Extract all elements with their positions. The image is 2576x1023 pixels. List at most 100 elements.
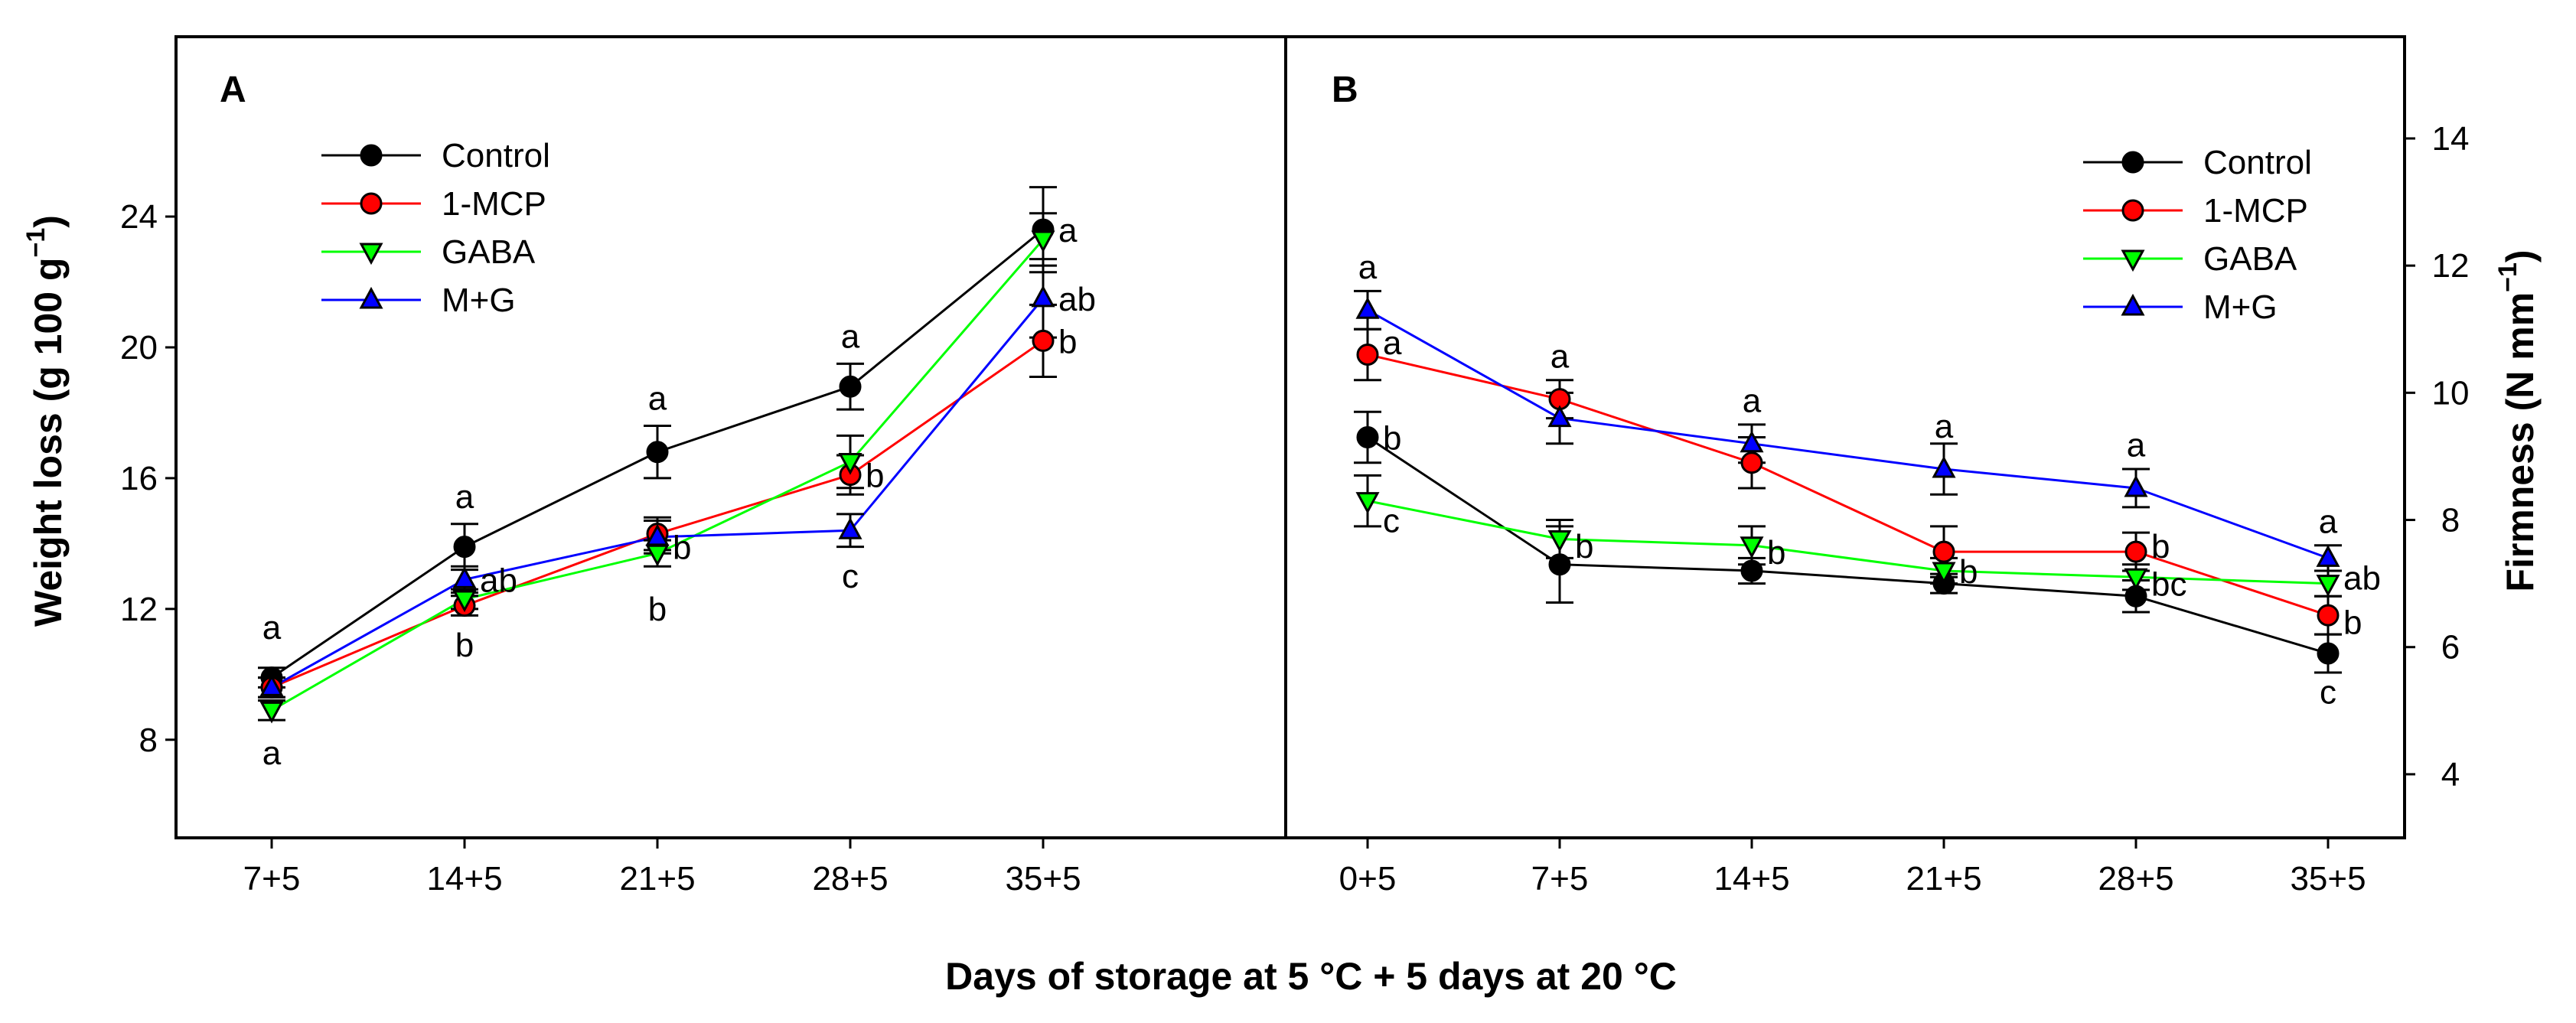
panel-b-legend-item-1-mcp: 1-MCP — [2083, 192, 2308, 230]
panel-b-label: B — [1332, 70, 1358, 110]
panel-b-y-ticks: 4 6 8 10 12 14 — [2405, 120, 2469, 793]
panel-a-legend-label-control: Control — [442, 137, 550, 174]
panel-a-point-1-mcp — [1032, 329, 1055, 352]
panel-a-point-m-g — [645, 523, 670, 546]
panel-b-significance-letter: a — [1358, 249, 1378, 286]
panel-b-significance-letter: b — [1575, 528, 1593, 565]
panel-a-legend-label-gaba: GABA — [442, 233, 536, 271]
panel-a-point-gaba — [452, 590, 477, 613]
panel-a-significance-letter: ab — [480, 562, 517, 599]
panel-b-point-1-mcp — [1356, 343, 1379, 366]
panel-b-significance-letter: a — [2319, 503, 2338, 540]
panel-b-y-tick-label: 12 — [2432, 247, 2470, 285]
panel-b-legend-item-m-g: M+G — [2083, 288, 2278, 326]
panel-a-significance-letter: b — [1058, 323, 1077, 360]
panel-b-legend-label-control: Control — [2203, 144, 2312, 181]
panel-b-legend-label-gaba: GABA — [2203, 240, 2297, 278]
panel-a-y-tick-label: 20 — [120, 329, 158, 367]
panel-b-x-tick-label: 35+5 — [2290, 860, 2366, 898]
panel-a-significance-letter: a — [455, 478, 474, 516]
panel-b-y-axis-title-main: Firmness (N mm — [2499, 292, 2542, 592]
panel-a-x-tick-label: 7+5 — [243, 860, 301, 898]
panel-b-legend-label-m-g: M+G — [2203, 288, 2278, 326]
panel-b-significance-letter: a — [2127, 427, 2146, 464]
panel-a-legend-label-1-mcp: 1-MCP — [442, 185, 546, 223]
panel-b-x-tick-label: 28+5 — [2098, 860, 2173, 898]
panel-b-significance-letter: b — [1959, 553, 1978, 591]
panel-b-significance-letter: a — [1383, 324, 1402, 362]
panel-b-legend-marker-control — [2121, 151, 2144, 174]
panel-b-point-control — [1548, 553, 1571, 576]
panel-a-point-m-g — [259, 674, 284, 696]
panel-a-significance-letter: b — [673, 529, 691, 567]
x-axis-title: Days of storage at 5 °C + 5 days at 20 °… — [945, 955, 1677, 998]
panel-a-point-gaba — [1031, 230, 1055, 253]
panel-a-significance-letter: b — [455, 627, 474, 664]
panel-a-significance-letter: b — [648, 591, 667, 628]
panel-b-x-ticks: 0+5 7+5 14+5 21+5 28+5 35+5 — [1339, 838, 2366, 898]
panel-b-series-line-control — [1367, 436, 2329, 655]
panel-b-legend: Control 1-MCP GABA M+G — [2083, 144, 2312, 326]
panel-b-point-control — [1356, 426, 1379, 448]
panel-a-legend-marker-m-g — [359, 286, 383, 309]
panel-a-x-ticks: 7+5 14+5 21+5 28+5 35+5 — [243, 838, 1081, 898]
panel-a-significance-letter: a — [648, 380, 667, 418]
panel-b-legend-item-gaba: GABA — [2083, 240, 2297, 278]
panel-a-significance-letter: c — [842, 558, 859, 595]
panel-b-point-1-mcp — [2124, 540, 2147, 563]
panel-b-y-tick-label: 14 — [2432, 120, 2470, 158]
panel-b-significance-letter: b — [2343, 604, 2362, 641]
panel-a-x-tick-label: 28+5 — [812, 860, 888, 898]
panel-a-y-ticks: 8 12 16 20 24 — [120, 198, 176, 759]
panel-a-legend-marker-control — [360, 144, 383, 167]
panel-b-significance-letter: b — [1383, 420, 1401, 458]
panel-b-point-gaba — [2124, 568, 2148, 591]
panel-a-legend: Control 1-MCP GABA M+G — [321, 137, 550, 319]
panel-b-x-tick-label: 14+5 — [1714, 860, 1789, 898]
panel-b-significance-letter: ab — [2343, 559, 2381, 597]
panel-a-legend-label-m-g: M+G — [442, 282, 516, 319]
panel-b-legend-marker-m-g — [2121, 293, 2145, 316]
panel-b-series-line-gaba — [1367, 500, 2329, 585]
panel-a-legend-item-control: Control — [321, 137, 550, 174]
panel-b-y-axis-title: Firmness (N mm−1) — [2493, 249, 2542, 591]
panel-b-significance-letter: c — [1383, 503, 1400, 540]
panel-b-point-gaba — [2316, 575, 2340, 597]
panel-a-significance-letter: a — [262, 609, 282, 647]
panel-b-series-line-1-mcp — [1367, 353, 2329, 617]
panel-b-significance-letter: c — [2320, 673, 2336, 711]
panel-b-y-tick-label: 8 — [2441, 502, 2460, 539]
panel-b-point-1-mcp — [1932, 540, 1955, 563]
panel-b-point-m-g — [2316, 545, 2340, 567]
panel-b-point-gaba — [1740, 536, 1764, 559]
panel-b-y-tick-label: 6 — [2441, 629, 2460, 666]
panel-a-label: A — [220, 70, 246, 110]
panel-b-significance-letter: b — [2151, 528, 2170, 565]
panel-b-point-m-g — [1740, 430, 1764, 453]
panel-b-point-gaba — [1355, 492, 1380, 514]
panel-a-point-control — [839, 375, 862, 398]
panel-a-point-m-g — [838, 517, 862, 539]
panel-b-significance-letter: a — [1550, 337, 1570, 375]
panel-a-x-tick-label: 14+5 — [426, 860, 502, 898]
panel-b-point-m-g — [1355, 297, 1380, 319]
panel-b-significance-letter: b — [1767, 534, 1785, 572]
panel-a-significance-letter: a — [841, 318, 860, 356]
panel-b-legend-marker-gaba — [2121, 249, 2145, 272]
panel-a-legend-item-m-g: M+G — [321, 282, 516, 319]
panel-b-point-1-mcp — [1740, 451, 1763, 474]
panel-b-point-control — [1740, 559, 1763, 582]
panel-a-point-m-g — [1031, 285, 1055, 308]
panel-b-frame — [1284, 35, 2406, 839]
panel-a-point-gaba — [838, 453, 862, 475]
panel-a-y-axis-title: Weight loss (g 100 g−1) — [21, 215, 70, 627]
panel-b-y-tick-label: 4 — [2441, 756, 2460, 793]
panel-b-x-tick-label: 0+5 — [1339, 860, 1397, 898]
panel-a-point-control — [453, 536, 476, 559]
panel-b-legend-item-control: Control — [2083, 144, 2312, 181]
panel-a-y-tick-label: 24 — [120, 198, 158, 236]
panel-a-legend-item-1-mcp: 1-MCP — [321, 185, 546, 223]
